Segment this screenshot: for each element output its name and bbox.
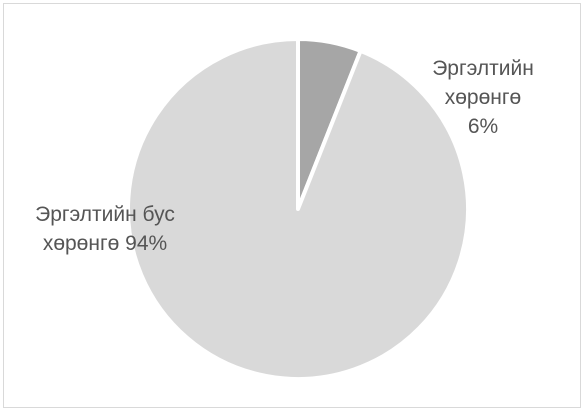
slice-label-line: Эргэлтийн бус bbox=[35, 203, 175, 226]
slice-label-1: Эргэлтийн хөрөнгө 6% bbox=[432, 57, 534, 138]
slice-label-line: хөрөнгө bbox=[445, 86, 521, 109]
pie-slice-2 bbox=[126, 37, 470, 381]
slice-label-line: 6% bbox=[468, 115, 498, 138]
slice-label-line: Эргэлтийн bbox=[432, 57, 534, 80]
slice-label-line: хөрөнгө 94% bbox=[43, 232, 167, 255]
slice-label-2: Эргэлтийн бус хөрөнгө 94% bbox=[35, 203, 175, 255]
